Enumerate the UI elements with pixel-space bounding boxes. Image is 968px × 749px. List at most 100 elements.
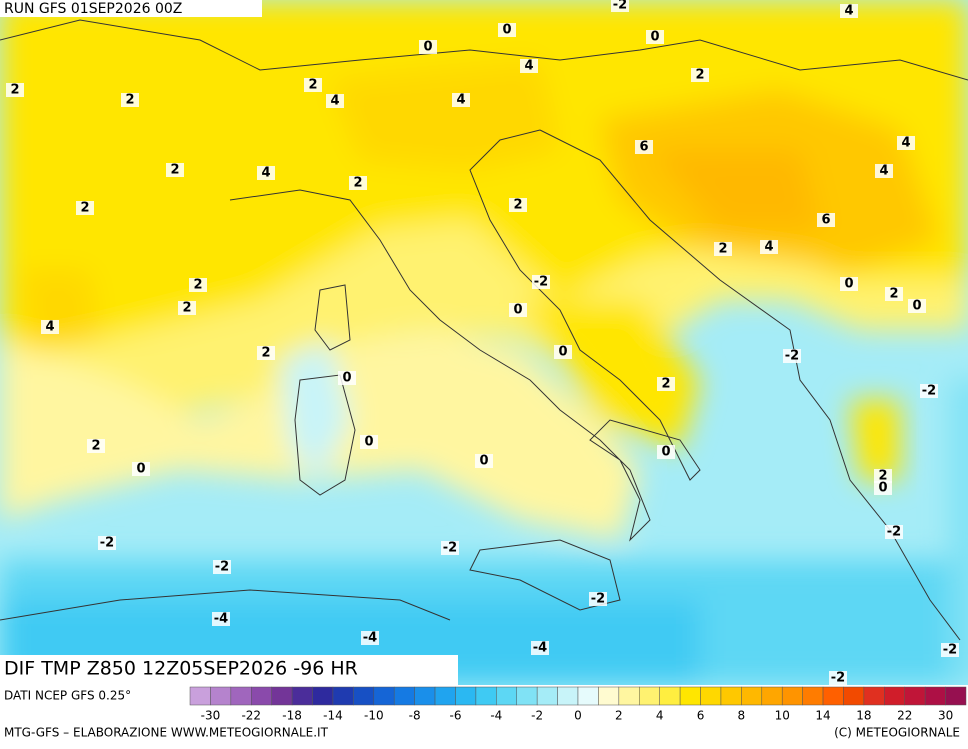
colorbar-cell bbox=[312, 686, 334, 706]
colorbar-cell bbox=[251, 686, 272, 706]
label-bg bbox=[349, 176, 367, 190]
label-bg bbox=[178, 301, 196, 315]
colorbar-cell bbox=[924, 686, 946, 706]
header-box bbox=[0, 0, 262, 17]
label-bg bbox=[531, 641, 549, 655]
colorbar-label: 22 bbox=[897, 709, 912, 723]
contour-label: -2 bbox=[943, 643, 957, 658]
contour-label: 0 bbox=[364, 435, 373, 450]
colorbar-label: -8 bbox=[409, 709, 421, 723]
label-bg bbox=[257, 346, 275, 360]
contour-label: -2 bbox=[613, 0, 627, 13]
contour-label: 2 bbox=[125, 93, 134, 108]
contour-label: 4 bbox=[879, 164, 888, 179]
contour-label: -2 bbox=[785, 349, 799, 364]
contour-label: 2 bbox=[308, 78, 317, 93]
colorbar-label: -14 bbox=[323, 709, 343, 723]
colorbar-label: 0 bbox=[574, 709, 582, 723]
label-bg bbox=[885, 525, 903, 539]
label-bg bbox=[840, 4, 858, 18]
label-bg bbox=[817, 213, 835, 227]
colorbar-cell bbox=[291, 686, 313, 706]
label-bg bbox=[326, 94, 344, 108]
colorbar-cell bbox=[373, 686, 395, 706]
contour-label: 2 bbox=[91, 439, 100, 454]
label-bg bbox=[554, 345, 572, 359]
label-bg bbox=[212, 612, 230, 626]
colorbar-cell bbox=[475, 686, 497, 706]
label-bg bbox=[304, 78, 322, 92]
label-bg bbox=[87, 439, 105, 453]
colorbar-cell bbox=[189, 686, 211, 706]
contour-label: 0 bbox=[423, 40, 432, 55]
label-bg bbox=[691, 68, 709, 82]
label-bg bbox=[520, 59, 538, 73]
colorbar-cell bbox=[761, 686, 783, 706]
label-bg bbox=[132, 462, 150, 476]
label-bg bbox=[874, 481, 892, 495]
contour-label: 2 bbox=[878, 469, 887, 484]
colorbar-label: 14 bbox=[815, 709, 830, 723]
credit-label: MTG-GFS – ELABORAZIONE WWW.METEOGIORNALE… bbox=[4, 726, 329, 740]
label-bg bbox=[213, 560, 231, 574]
colorbar-cell bbox=[802, 686, 824, 706]
label-bg bbox=[657, 445, 675, 459]
colorbar-cell bbox=[884, 686, 905, 706]
label-bg bbox=[166, 163, 184, 177]
contour-label: 0 bbox=[342, 371, 351, 386]
contour-label: 4 bbox=[456, 93, 465, 108]
field-label: DIF TMP Z850 12Z05SEP2026 -96 HR bbox=[4, 658, 358, 680]
label-bg bbox=[611, 0, 629, 12]
contour-label: 2 bbox=[261, 346, 270, 361]
label-bg bbox=[885, 287, 903, 301]
label-bg bbox=[874, 469, 892, 483]
colorbar-cell bbox=[516, 686, 538, 706]
colorbar-cell bbox=[659, 686, 681, 706]
colorbar-cell bbox=[332, 686, 354, 706]
colorbar-cell bbox=[822, 686, 844, 706]
label-bg bbox=[908, 299, 926, 313]
contour-label: 0 bbox=[502, 23, 511, 38]
colorbar-label: 2 bbox=[615, 709, 623, 723]
colorbar-cell bbox=[781, 686, 803, 706]
label-bg bbox=[361, 631, 379, 645]
colorbar-cell bbox=[720, 686, 742, 706]
colorbar-cell bbox=[639, 686, 660, 706]
contour-label: 0 bbox=[513, 303, 522, 318]
colorbar-label: -2 bbox=[531, 709, 543, 723]
contour-label: 4 bbox=[45, 320, 54, 335]
contour-label: 2 bbox=[170, 163, 179, 178]
contour-label: 2 bbox=[182, 301, 191, 316]
colorbar-cell bbox=[353, 686, 375, 706]
label-bg bbox=[121, 93, 139, 107]
contour-label: 0 bbox=[844, 277, 853, 292]
contour-label: 4 bbox=[330, 94, 339, 109]
contour-label: 2 bbox=[695, 68, 704, 83]
label-bg bbox=[98, 536, 116, 550]
colorbar-label: -10 bbox=[364, 709, 384, 723]
contour-label: -4 bbox=[214, 612, 228, 627]
colorbar-label: 10 bbox=[775, 709, 790, 723]
contour-label: -2 bbox=[100, 536, 114, 551]
label-bg bbox=[829, 671, 847, 685]
contour-label: 0 bbox=[558, 345, 567, 360]
contour-label: 4 bbox=[844, 4, 853, 19]
contour-label: 2 bbox=[513, 198, 522, 213]
colorbar-cell bbox=[455, 686, 477, 706]
label-bg bbox=[589, 592, 607, 606]
label-bg bbox=[840, 277, 858, 291]
label-bg bbox=[475, 454, 493, 468]
label-bg bbox=[532, 275, 550, 289]
label-bg bbox=[419, 40, 437, 54]
field bbox=[0, 0, 968, 685]
label-bg bbox=[875, 164, 893, 178]
contour-label: 4 bbox=[764, 240, 773, 255]
colorbar-cell bbox=[843, 686, 865, 706]
source-label: DATI NCEP GFS 0.25° bbox=[4, 689, 131, 703]
contour-label: 4 bbox=[901, 136, 910, 151]
run-label: RUN GFS 01SEP2026 00Z bbox=[4, 1, 182, 17]
colorbar-cell bbox=[741, 686, 763, 706]
colorbar-cell bbox=[210, 686, 232, 706]
contour-label: -2 bbox=[831, 671, 845, 686]
